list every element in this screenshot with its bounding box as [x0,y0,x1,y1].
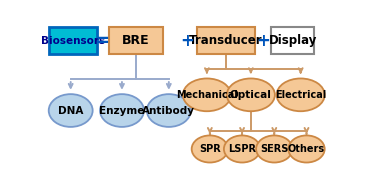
Text: DNA: DNA [58,105,84,115]
Text: +: + [180,32,194,50]
Text: Display: Display [268,34,317,47]
Text: Optical: Optical [230,90,272,100]
Text: BRE: BRE [122,34,150,47]
Text: Enzyme: Enzyme [99,105,145,115]
Ellipse shape [183,78,231,111]
Text: Mechanical: Mechanical [176,90,238,100]
Text: Others: Others [288,144,325,154]
Text: LSPR: LSPR [228,144,256,154]
Ellipse shape [256,135,293,162]
FancyBboxPatch shape [197,27,255,54]
Text: Transducer: Transducer [189,34,263,47]
Text: +: + [257,32,270,50]
Text: =: = [95,32,109,50]
Ellipse shape [49,94,93,127]
Text: SERS: SERS [260,144,288,154]
Text: SPR: SPR [199,144,221,154]
FancyBboxPatch shape [109,27,163,54]
Ellipse shape [147,94,191,127]
Ellipse shape [288,135,325,162]
Ellipse shape [227,78,275,111]
Ellipse shape [192,135,228,162]
Text: Antibody: Antibody [143,105,195,115]
FancyBboxPatch shape [49,27,97,54]
Ellipse shape [277,78,325,111]
Text: Electrical: Electrical [275,90,326,100]
Text: Biosensors: Biosensors [41,36,105,46]
Ellipse shape [100,94,144,127]
FancyBboxPatch shape [271,27,314,54]
Ellipse shape [224,135,260,162]
